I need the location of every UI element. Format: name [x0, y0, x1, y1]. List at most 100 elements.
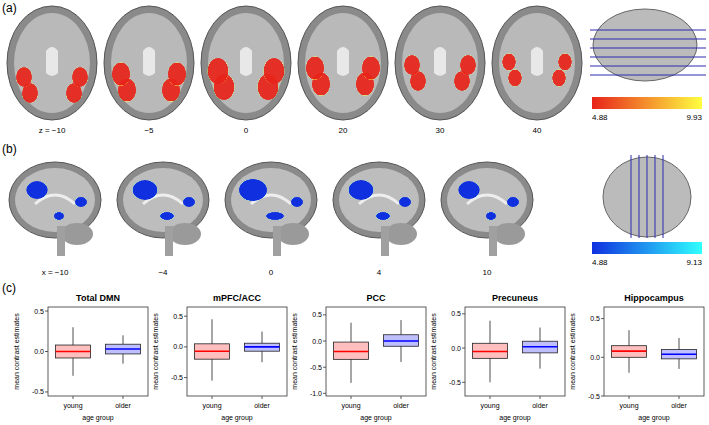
ventricle — [531, 47, 543, 76]
y-tick — [601, 357, 604, 358]
x-tick-label: older — [532, 402, 548, 409]
box-chart: Precuneus-0.50.00.5mean contrast estimat… — [430, 293, 565, 422]
x-tick — [262, 396, 263, 399]
slice-position — [647, 155, 648, 238]
cerebellum — [277, 223, 309, 245]
y-tick-label: 0.5 — [451, 310, 461, 317]
panel-label: (a) — [2, 1, 17, 15]
y-tick-label: -0.5 — [32, 388, 44, 395]
activation-blob — [306, 57, 324, 80]
y-tick — [462, 382, 465, 383]
slice-position — [655, 155, 656, 238]
brain-slice — [395, 6, 485, 120]
slice-label: z = −10 — [39, 126, 66, 135]
activation-blob — [507, 197, 519, 207]
activation-blob — [376, 212, 390, 220]
brain-slice — [7, 6, 97, 120]
brain-tissue — [339, 168, 419, 232]
chart-title: PCC — [366, 293, 386, 303]
activation-blob — [486, 212, 496, 220]
median — [106, 348, 141, 350]
upper-whisker — [262, 332, 263, 344]
median — [195, 350, 230, 352]
slice-label: 30 — [436, 126, 445, 135]
upper-whisker — [73, 327, 74, 345]
chart-title: Hippocampus — [624, 293, 684, 303]
box — [106, 344, 141, 354]
panel-label: (c) — [2, 281, 16, 295]
x-tick-label: young — [480, 402, 499, 410]
colorbar — [592, 97, 702, 109]
thumbnail — [593, 9, 697, 81]
slice-label: −4 — [158, 268, 168, 277]
y-tick — [184, 346, 187, 347]
upper-whisker — [212, 319, 213, 344]
y-tick — [184, 316, 187, 317]
x-tick-label: young — [202, 402, 221, 410]
y-tick-label: 0.5 — [312, 311, 322, 318]
brain-tissue — [14, 13, 90, 113]
activation-blob — [399, 197, 411, 207]
y-tick — [323, 341, 326, 342]
activation-blob — [160, 212, 174, 220]
box — [662, 350, 697, 359]
box — [473, 343, 508, 358]
y-tick — [323, 393, 326, 394]
x-axis-label: age group — [82, 414, 114, 422]
marks — [612, 330, 697, 373]
brain-tissue — [208, 13, 284, 113]
y-tick — [45, 311, 48, 312]
marks — [473, 321, 558, 383]
y-tick-label: -0.5 — [449, 379, 461, 386]
x-tick — [490, 396, 491, 399]
x-tick — [212, 396, 213, 399]
brainstem — [381, 226, 389, 256]
slice-position — [590, 30, 706, 31]
y-tick-label: -1.0 — [310, 390, 322, 397]
y-tick — [462, 348, 465, 349]
box — [195, 344, 230, 359]
median — [245, 346, 280, 348]
lower-whisker — [262, 351, 263, 362]
brainstem — [489, 226, 497, 256]
y-tick-label: 0.5 — [173, 313, 183, 320]
y-tick-label: 0.0 — [173, 343, 183, 350]
marks — [56, 327, 141, 376]
x-tick — [401, 396, 402, 399]
x-tick-label: young — [619, 402, 638, 410]
activation-blob — [508, 70, 522, 87]
brain-tissue — [123, 168, 203, 232]
brain-slice — [492, 6, 582, 120]
y-tick — [323, 367, 326, 368]
activation-blob — [558, 54, 572, 71]
marks — [334, 320, 419, 383]
lower-whisker — [629, 357, 630, 372]
brain-tissue — [499, 13, 575, 113]
lower-whisker — [540, 353, 541, 369]
lower-whisker — [401, 346, 402, 362]
ventricle — [143, 47, 155, 76]
activation-blob — [291, 197, 303, 207]
activation-blob — [75, 197, 87, 207]
activation-blob — [404, 55, 420, 75]
plot-frame — [326, 307, 426, 396]
x-tick-label: older — [671, 402, 687, 409]
chart-title: Total DMN — [76, 293, 120, 303]
box — [384, 335, 419, 347]
median — [334, 351, 369, 353]
brain-tissue — [402, 13, 478, 113]
y-tick-label: 0.5 — [590, 315, 600, 322]
lower-whisker — [679, 359, 680, 369]
ventricle — [240, 47, 252, 76]
median — [384, 340, 419, 342]
cerebellum — [169, 223, 201, 245]
x-axis-label: age group — [499, 414, 531, 422]
ventricle — [337, 47, 349, 76]
activation-blob — [266, 212, 284, 220]
cerebellum — [493, 223, 525, 245]
colorbar — [592, 242, 702, 254]
activation-blob — [349, 180, 374, 200]
upper-whisker — [629, 330, 630, 345]
y-tick-label: 0.0 — [34, 348, 44, 355]
slice-position — [590, 75, 706, 76]
